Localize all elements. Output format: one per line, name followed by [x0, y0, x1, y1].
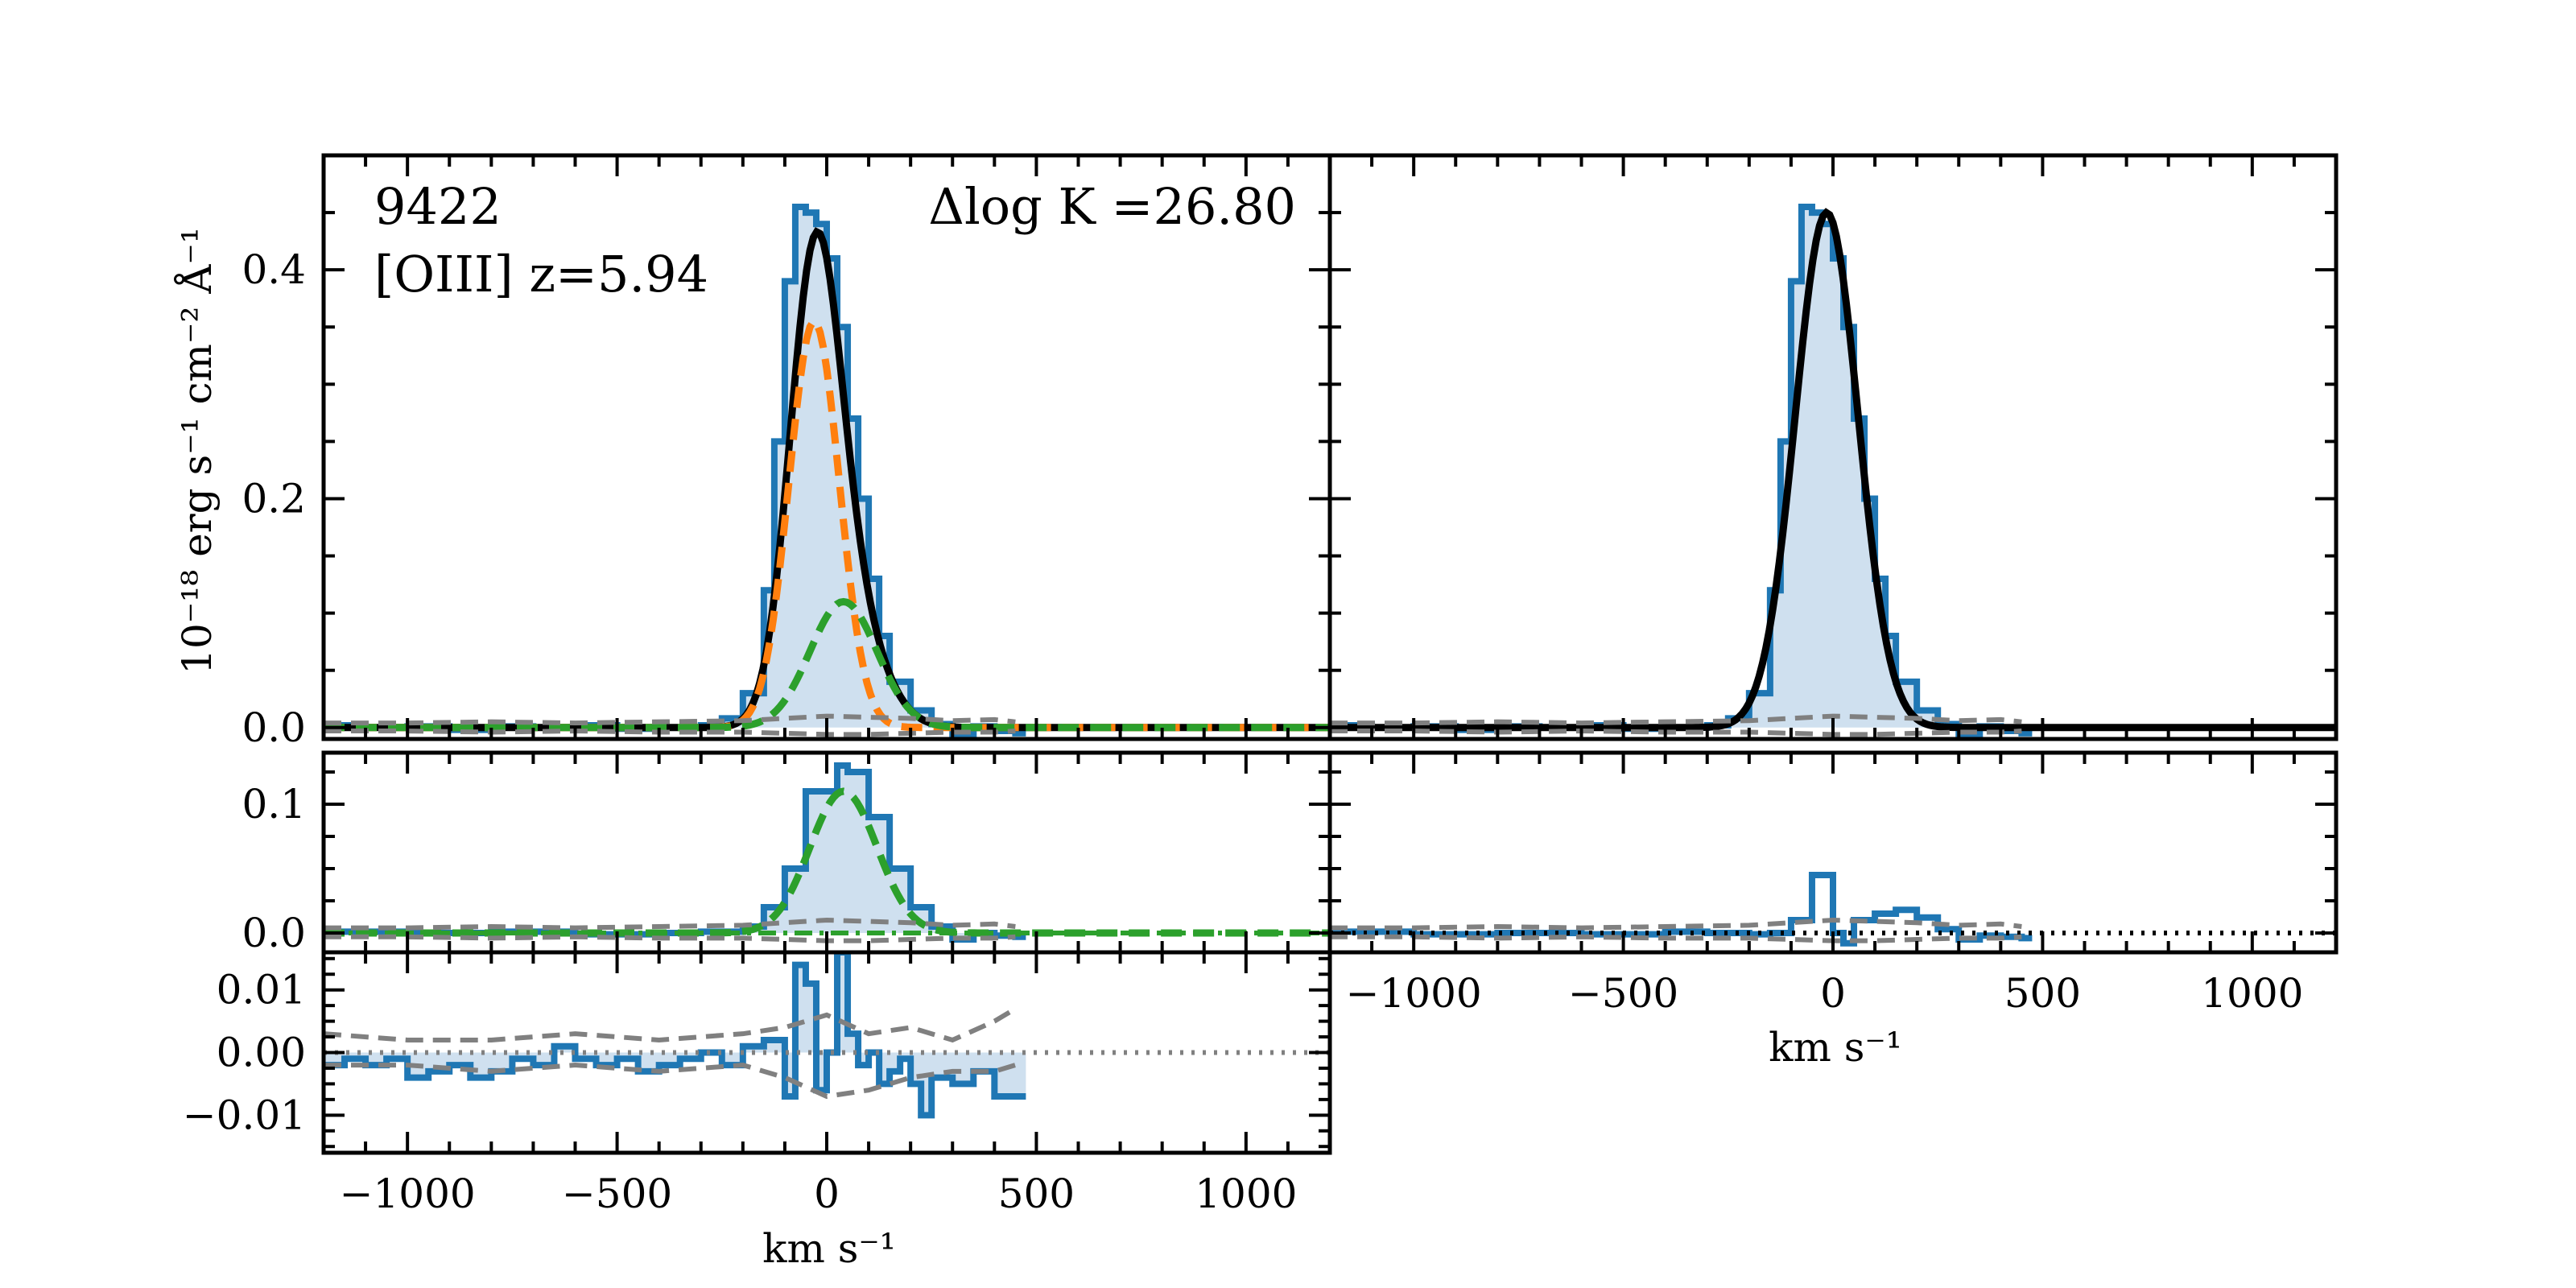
- middle_right-xtick-label: −500: [1568, 970, 1678, 1017]
- middle_left-ytick-label: 0.0: [242, 910, 306, 956]
- bottom_left-error-upper: [324, 1006, 1017, 1043]
- bottom_left-ytick-label: 0.01: [217, 967, 306, 1013]
- bottom_left-xtick-label: −500: [562, 1170, 672, 1217]
- bottom_left-xtick-label: 500: [998, 1170, 1075, 1217]
- middle_left-ytick-label: 0.1: [242, 781, 306, 828]
- top_left-ytick-label: 0.0: [242, 704, 306, 751]
- middle_left-broad-residual-fill: [324, 766, 1026, 939]
- bottom_left-xtick-label: 1000: [1195, 1170, 1297, 1217]
- middle_right-xtick-label: 500: [2004, 970, 2081, 1017]
- middle_right-plot-area: [1330, 872, 2336, 947]
- bottom_left-ytick-label: 0.00: [217, 1030, 306, 1076]
- bottom_left-plot-area: [324, 952, 1330, 1119]
- top_left-plot-area: [324, 203, 1330, 739]
- bottom_left-ytick-label: −0.01: [183, 1092, 306, 1138]
- middle_right-xtick-label: 1000: [2201, 970, 2303, 1017]
- top_right-single-gaussian-model: [1330, 208, 2336, 732]
- panels-layer: 0.0 0.2 0.4 0.0 0.1 −1000 −500 0 500 1000 −1000 −50…: [183, 153, 2339, 1217]
- bottom_left-xtick-label: −1000: [340, 1170, 476, 1217]
- middle_left-plot-area: [324, 762, 1330, 943]
- delta-logk-annotation: Δlog K =26.80: [928, 177, 1296, 236]
- top_left-ytick-label: 0.2: [242, 475, 306, 522]
- middle_right-error-upper: [1330, 917, 2022, 931]
- object-id-label: 9422: [374, 177, 502, 236]
- top_right-observed-spectrum: [1330, 203, 2033, 739]
- top_left-ytick-label: 0.4: [242, 246, 306, 293]
- middle_left-error-upper: [324, 917, 1016, 931]
- middle_right-xtick-label: −1000: [1346, 970, 1482, 1017]
- middle_right-xtick-label: 0: [1820, 970, 1846, 1017]
- y-axis-label: 10⁻¹⁸ erg s⁻¹ cm⁻² Å⁻¹: [173, 227, 221, 675]
- top_left-broad-component: [324, 597, 1330, 732]
- middle_right-error-lower: [1330, 934, 2022, 943]
- bottom_left-xtick-label: 0: [814, 1170, 840, 1217]
- bottom_left-error-lower: [324, 1063, 1017, 1100]
- top_right-error-upper: [1330, 713, 2022, 726]
- bottom_left-residual: [324, 952, 1026, 1119]
- top_right-plot-area: [1330, 203, 2336, 739]
- emission-line-label: [OIII] z=5.94: [374, 245, 708, 303]
- x-axis-label-right: km s⁻¹: [1769, 1024, 1902, 1071]
- x-axis-label-left: km s⁻¹: [762, 1225, 896, 1272]
- middle_left-error-lower: [324, 934, 1016, 943]
- top_right-observed-spectrum-fill: [1330, 206, 2033, 737]
- top_left-error-upper: [324, 713, 1016, 726]
